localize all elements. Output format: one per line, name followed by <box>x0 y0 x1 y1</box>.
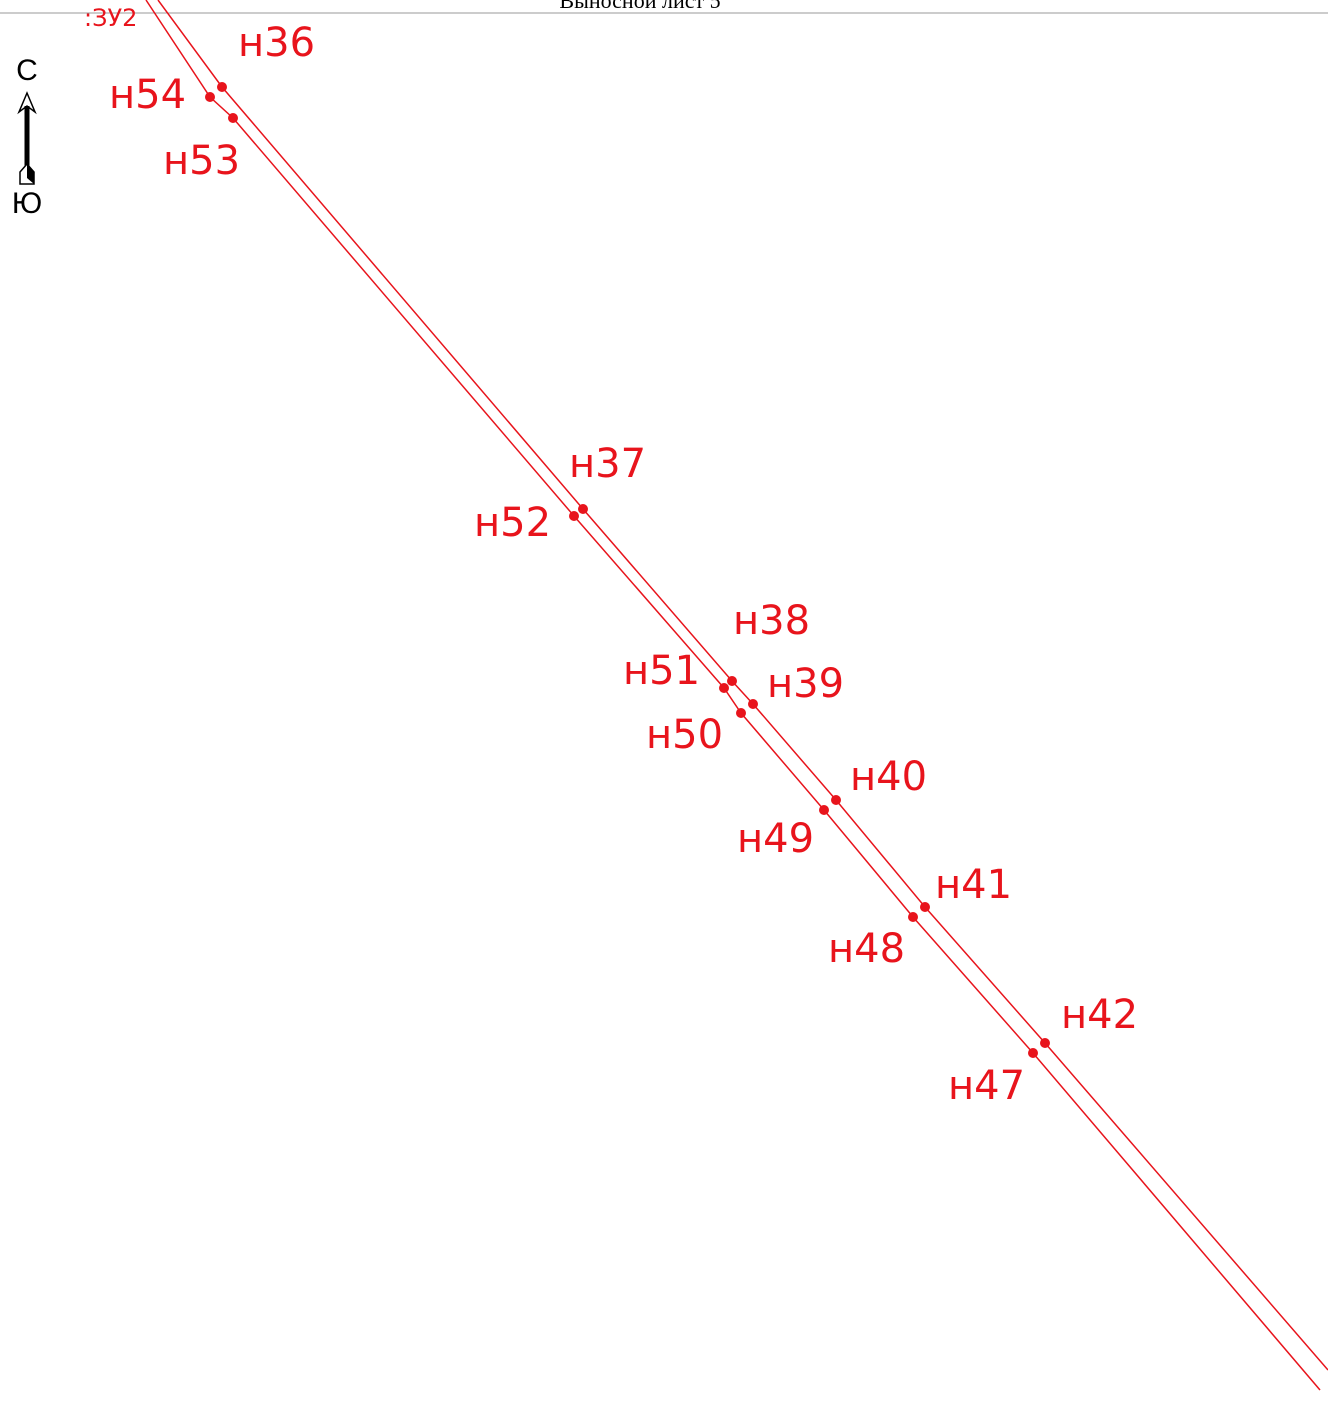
point-marker-h54 <box>205 92 215 102</box>
point-label-h41: н41 <box>935 862 1012 908</box>
point-marker-h42 <box>1040 1038 1050 1048</box>
compass-south-label: Ю <box>12 187 42 220</box>
compass-arrow-tail-fill <box>27 164 34 184</box>
north-arrow-icon: С Ю <box>12 54 42 220</box>
point-marker-h37 <box>578 504 588 514</box>
parcel-tag: :ЗУ2 <box>84 4 137 32</box>
boundary-line-north-east <box>157 0 1328 1371</box>
boundary-line-south-west <box>145 0 1321 1391</box>
compass-north-label: С <box>16 54 38 87</box>
point-label-h48: н48 <box>828 926 905 972</box>
point-label-h51: н51 <box>623 648 700 694</box>
point-label-h36: н36 <box>238 20 315 66</box>
point-label-h38: н38 <box>733 598 810 644</box>
point-marker-h36 <box>217 82 227 92</box>
point-marker-h51 <box>719 683 729 693</box>
point-marker-h50 <box>736 708 746 718</box>
point-labels: н36 н37 н38 н39 н40 н41 н42 н47 н48 н49 … <box>109 20 1138 1109</box>
boundary-points <box>205 82 1050 1058</box>
point-marker-h49 <box>819 805 829 815</box>
point-marker-h39 <box>748 699 758 709</box>
point-label-h49: н49 <box>737 816 814 862</box>
point-label-h54: н54 <box>109 72 186 118</box>
point-label-h52: н52 <box>474 500 551 546</box>
point-marker-h48 <box>908 912 918 922</box>
point-label-h42: н42 <box>1061 992 1138 1038</box>
point-marker-h53 <box>228 113 238 123</box>
point-marker-h52 <box>569 511 579 521</box>
point-marker-h38 <box>727 676 737 686</box>
point-label-h40: н40 <box>850 754 927 800</box>
sheet-title: Выносной лист 5 <box>559 0 720 13</box>
parcel-boundary <box>145 0 1328 1391</box>
point-label-h47: н47 <box>948 1063 1025 1109</box>
point-label-h39: н39 <box>767 661 844 707</box>
point-label-h37: н37 <box>569 441 646 487</box>
point-label-h53: н53 <box>163 138 240 184</box>
point-label-h50: н50 <box>646 712 723 758</box>
point-marker-h41 <box>920 902 930 912</box>
point-marker-h40 <box>831 795 841 805</box>
point-marker-h47 <box>1028 1048 1038 1058</box>
